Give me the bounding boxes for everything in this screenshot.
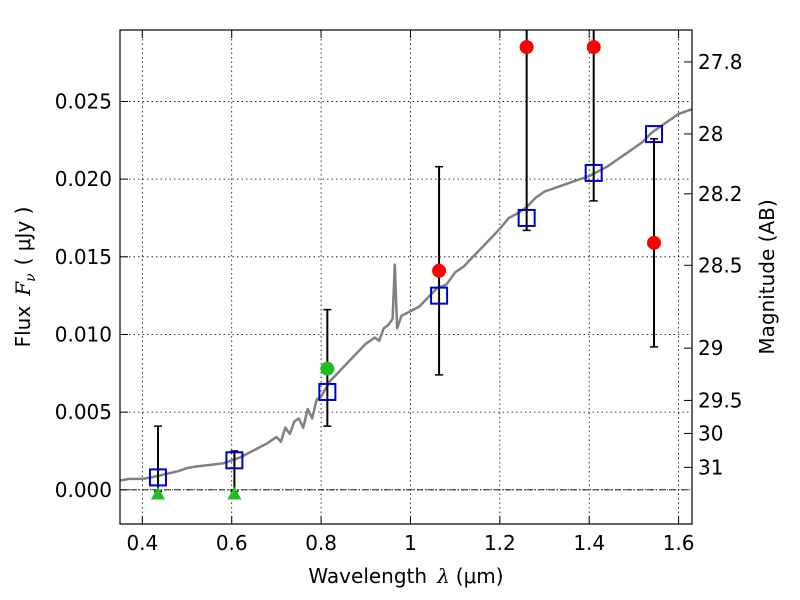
upper-limit-triangle-marker — [227, 486, 242, 500]
x-axis-label: Wavelength λ (μm) — [308, 564, 503, 588]
y-axis-label-unit: ( μJy ) — [11, 207, 35, 266]
x-tick-label: 0.8 — [305, 531, 337, 555]
y-axis-label-sub: ν — [23, 273, 39, 282]
y-tick-label: 0.005 — [55, 400, 112, 424]
model-square-marker — [148, 468, 167, 487]
detection-circle-marker — [432, 263, 447, 278]
grid-lines — [120, 30, 692, 524]
model-square-marker — [430, 286, 449, 305]
detection-circle-marker — [586, 40, 601, 55]
plot-area — [120, 30, 692, 524]
x-tick-label: 1.4 — [573, 531, 605, 555]
template-spectrum-group — [119, 108, 693, 482]
y2-tick-labels: 27.8 28 28.2 28.5 29 29.5 30 31 — [698, 50, 743, 479]
x-axis-label-symbol: λ — [436, 564, 450, 588]
y2-tick-label: 29 — [698, 336, 723, 360]
y2-tick-label: 31 — [698, 455, 723, 479]
y-axis-label-text: Flux — [11, 306, 35, 348]
model-square-marker — [517, 208, 536, 227]
y2-tick-label: 28 — [698, 122, 723, 146]
y-tick-label: 0.015 — [55, 245, 112, 269]
x-tick-labels: 0.4 0.6 0.8 1 1.2 1.4 1.6 — [126, 531, 694, 555]
x-tick-label: 1.6 — [663, 531, 695, 555]
y2-tick-label: 28.5 — [698, 253, 743, 277]
y-tick-label: 0.020 — [55, 167, 112, 191]
data-markers — [148, 40, 664, 500]
y-tick-label: 0.025 — [55, 89, 112, 113]
y-tick-label: 0.010 — [55, 322, 112, 346]
x-tick-label: 0.6 — [216, 531, 248, 555]
y-tick-label: 0.000 — [55, 478, 112, 502]
y-axis-label-symbol: F — [11, 281, 35, 297]
model-square-marker — [584, 163, 603, 182]
x-tick-label: 1.2 — [484, 531, 516, 555]
y2-tick-label: 30 — [698, 421, 723, 445]
x-axis-label-unit: (μm) — [456, 564, 504, 588]
x-axis-label-text: Wavelength — [308, 564, 427, 588]
upper-limit-triangle-marker — [150, 486, 165, 500]
y-tick-labels: 0.000 0.005 0.010 0.015 0.020 0.025 — [55, 89, 112, 501]
x-tick-label: 1 — [404, 531, 417, 555]
x-tick-label: 0.4 — [126, 531, 158, 555]
y-axis-label: Flux Fν ( μJy ) — [11, 207, 39, 348]
model-square-marker — [645, 125, 664, 144]
y2-axis-label: Magnitude (AB) — [755, 199, 779, 354]
y2-tick-label: 27.8 — [698, 50, 743, 74]
detection-circle-marker — [647, 235, 662, 250]
y2-tick-label: 29.5 — [698, 388, 743, 412]
template-spectrum-line — [119, 108, 693, 482]
detection-circle-marker — [519, 40, 534, 55]
axis-ticks — [120, 30, 692, 524]
green-circle-marker — [320, 361, 335, 376]
model-square-marker — [318, 382, 337, 401]
plot-frame — [119, 29, 693, 525]
model-square-marker — [225, 451, 244, 470]
y2-tick-label: 28.2 — [698, 182, 743, 206]
